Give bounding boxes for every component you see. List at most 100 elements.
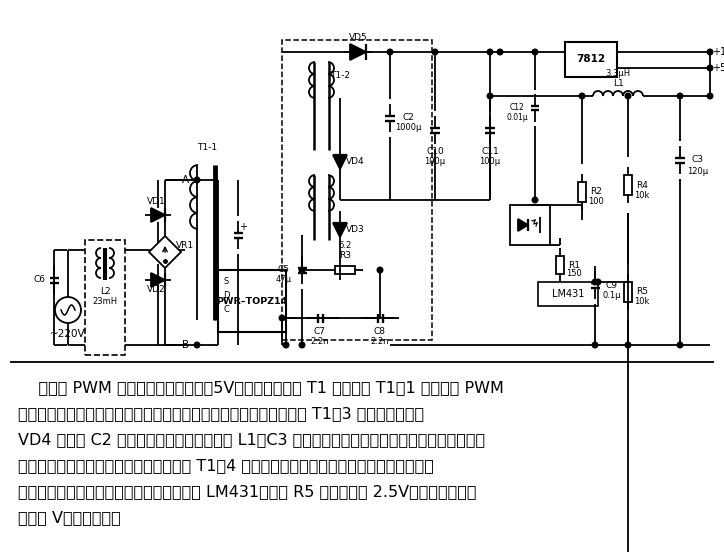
Circle shape <box>55 297 81 323</box>
Text: 7812: 7812 <box>576 55 605 65</box>
Circle shape <box>387 49 393 55</box>
Circle shape <box>626 93 631 99</box>
Text: C2: C2 <box>402 114 414 123</box>
Text: C9: C9 <box>606 280 618 289</box>
Text: C12: C12 <box>510 104 524 113</box>
Circle shape <box>677 93 683 99</box>
Text: 120µ: 120µ <box>687 167 709 177</box>
Text: PWR–TOPZ14: PWR–TOPZ14 <box>216 296 287 305</box>
Circle shape <box>532 49 538 55</box>
Text: 开关控制芯片等组成的振荡器产生振荡后，经变压器耦合到次级线圈 T1－3 后，送由二极管: 开关控制芯片等组成的振荡器产生振荡后，经变压器耦合到次级线圈 T1－3 后，送由… <box>18 406 424 422</box>
Polygon shape <box>518 219 528 231</box>
Text: T1-2: T1-2 <box>330 71 350 79</box>
Text: L2: L2 <box>100 288 110 296</box>
Bar <box>578 182 586 202</box>
Text: C8: C8 <box>374 327 386 337</box>
Circle shape <box>432 49 438 55</box>
Bar <box>624 175 632 195</box>
Circle shape <box>707 49 713 55</box>
Text: +: + <box>239 222 247 232</box>
Text: 0.01µ: 0.01µ <box>506 114 528 123</box>
Polygon shape <box>350 44 366 60</box>
Text: C5: C5 <box>278 266 290 274</box>
Text: +5V: +5V <box>712 63 724 73</box>
Text: VD1: VD1 <box>147 198 165 206</box>
Text: C3: C3 <box>692 156 704 164</box>
Circle shape <box>579 93 585 99</box>
Circle shape <box>283 342 289 348</box>
Text: R3: R3 <box>339 252 351 261</box>
Text: 同时，输出电压经光电耦合器和次级线圈 T1－4 反馈到芯片的控制端，形成闭环调整。此外在: 同时，输出电压经光电耦合器和次级线圈 T1－4 反馈到芯片的控制端，形成闭环调整… <box>18 459 434 474</box>
Text: 100: 100 <box>588 198 604 206</box>
Bar <box>510 205 550 245</box>
Circle shape <box>497 49 502 55</box>
Circle shape <box>707 93 713 99</box>
Circle shape <box>487 49 493 55</box>
Text: A: A <box>182 175 189 185</box>
Text: VD2: VD2 <box>147 285 165 295</box>
Text: 6.2: 6.2 <box>338 242 352 251</box>
Circle shape <box>677 342 683 348</box>
Text: VD5: VD5 <box>349 34 367 43</box>
Text: C6: C6 <box>34 275 46 284</box>
Circle shape <box>592 342 598 348</box>
Text: 2.2n: 2.2n <box>311 337 329 347</box>
Text: R5: R5 <box>636 288 648 296</box>
Bar <box>538 282 598 306</box>
Polygon shape <box>151 208 165 222</box>
Circle shape <box>299 267 305 273</box>
Text: 150: 150 <box>566 268 582 278</box>
Polygon shape <box>151 273 165 287</box>
Circle shape <box>592 279 598 285</box>
Circle shape <box>487 93 493 99</box>
Bar <box>85 240 125 355</box>
Polygon shape <box>333 155 347 169</box>
Text: 100µ: 100µ <box>424 157 445 167</box>
Text: 出电压 V。的稳定性。: 出电压 V。的稳定性。 <box>18 511 121 526</box>
Text: C7: C7 <box>314 327 326 337</box>
Text: +12V: +12V <box>712 47 724 57</box>
Text: L1: L1 <box>613 79 623 88</box>
Polygon shape <box>149 236 181 268</box>
Text: 0.1µ: 0.1µ <box>603 290 621 300</box>
Bar <box>282 40 432 340</box>
Text: S: S <box>224 278 229 286</box>
Text: 反馈网络中，还有一个并联电源电压调整器 LM431，使得 R5 两端电压为 2.5V，从而保证了输: 反馈网络中，还有一个并联电源电压调整器 LM431，使得 R5 两端电压为 2.… <box>18 485 476 500</box>
Text: R4: R4 <box>636 181 648 189</box>
Text: 10k: 10k <box>634 190 649 199</box>
Circle shape <box>707 65 713 71</box>
Text: R2: R2 <box>590 188 602 197</box>
Text: 3.3µH: 3.3µH <box>605 70 631 78</box>
Circle shape <box>279 315 285 321</box>
Text: 2.2n: 2.2n <box>371 337 390 347</box>
Text: VR1: VR1 <box>176 242 194 251</box>
Text: C: C <box>223 305 229 315</box>
Bar <box>556 256 564 274</box>
Circle shape <box>194 342 200 348</box>
Circle shape <box>377 267 383 273</box>
Text: R1: R1 <box>568 261 580 269</box>
Text: ~220V: ~220V <box>50 329 86 339</box>
Text: VD4 和电容 C2 组成的整流滤波电路，再经 L1、C3 滤波电路滤波后，输出纹波很小的直流电压；: VD4 和电容 C2 组成的整流滤波电路，再经 L1、C3 滤波电路滤波后，输出… <box>18 433 485 448</box>
Text: B: B <box>182 340 189 350</box>
Text: VD3: VD3 <box>345 226 364 235</box>
Text: T1-1: T1-1 <box>197 144 217 152</box>
Bar <box>335 266 355 274</box>
Circle shape <box>532 197 538 203</box>
Bar <box>218 270 286 332</box>
Bar <box>565 42 617 77</box>
Circle shape <box>194 177 200 183</box>
Text: C11: C11 <box>481 147 499 157</box>
Text: LM431: LM431 <box>552 289 584 299</box>
Polygon shape <box>333 223 347 237</box>
Circle shape <box>299 342 305 348</box>
Text: 47µ: 47µ <box>276 275 292 284</box>
Text: 100µ: 100µ <box>479 157 500 167</box>
Bar <box>624 282 632 302</box>
Circle shape <box>595 279 601 285</box>
Text: VD4: VD4 <box>345 157 364 167</box>
Text: 先通过 PWM 调制，将电压稳定在＋5V。由高频变压器 T1 初级线圈 T1－1 和后备式 PWM: 先通过 PWM 调制，将电压稳定在＋5V。由高频变压器 T1 初级线圈 T1－1… <box>18 380 504 395</box>
Text: D: D <box>223 291 230 300</box>
Text: 1000µ: 1000µ <box>395 124 421 132</box>
Text: C10: C10 <box>426 147 444 157</box>
